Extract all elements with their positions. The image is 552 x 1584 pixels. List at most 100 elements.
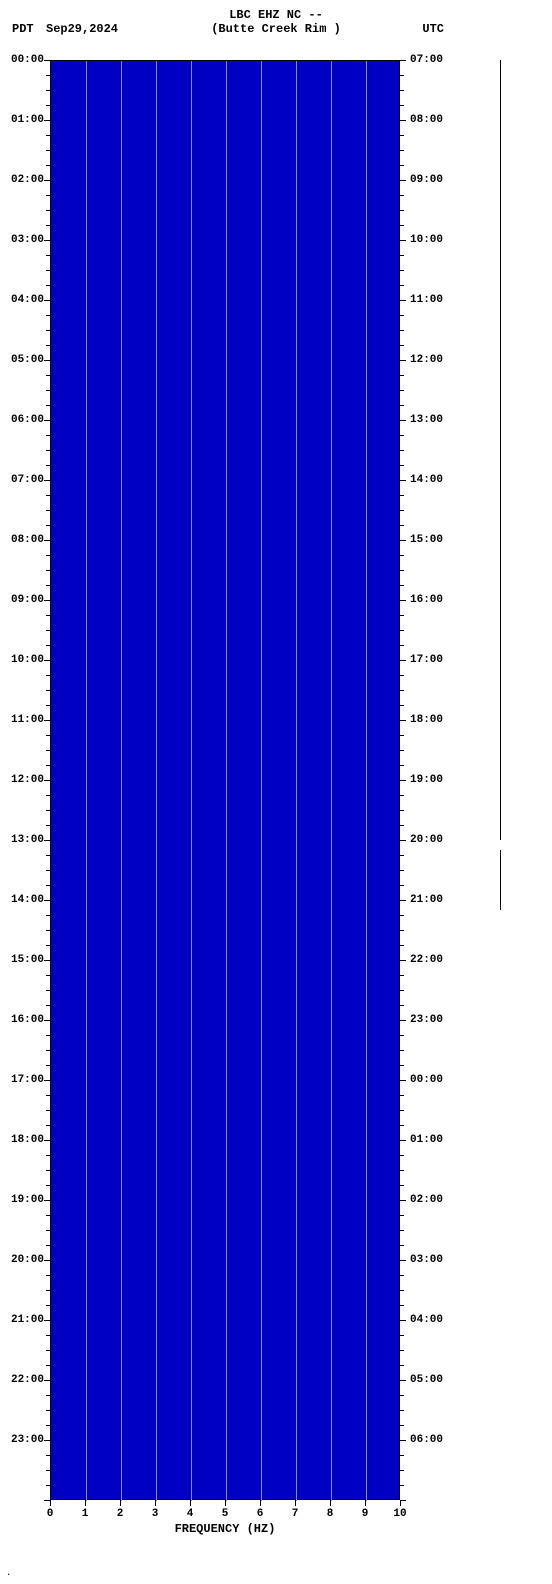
right-tick xyxy=(400,780,406,781)
right-tick xyxy=(400,420,406,421)
x-tick xyxy=(260,1500,261,1506)
right-hour-label: 20:00 xyxy=(410,834,443,846)
right-minor-tick xyxy=(400,1350,404,1351)
right-minor-tick xyxy=(400,750,404,751)
x-tick-label: 1 xyxy=(82,1508,89,1520)
left-tick xyxy=(44,1500,50,1501)
right-hour-label: 11:00 xyxy=(410,294,443,306)
left-tick xyxy=(44,1200,50,1201)
left-minor-tick xyxy=(46,1395,50,1396)
footnote: . xyxy=(6,1568,11,1578)
left-hour-label: 08:00 xyxy=(0,534,44,546)
right-minor-tick xyxy=(400,615,404,616)
left-minor-tick xyxy=(46,870,50,871)
x-tick-label: 2 xyxy=(117,1508,124,1520)
right-minor-tick xyxy=(400,1395,404,1396)
right-tick xyxy=(400,1080,406,1081)
right-minor-tick xyxy=(400,930,404,931)
left-minor-tick xyxy=(46,75,50,76)
right-minor-tick xyxy=(400,255,404,256)
left-minor-tick xyxy=(46,1095,50,1096)
left-hour-label: 23:00 xyxy=(0,1434,44,1446)
left-minor-tick xyxy=(46,855,50,856)
right-tick xyxy=(400,1380,406,1381)
left-tick xyxy=(44,420,50,421)
left-minor-tick xyxy=(46,1035,50,1036)
left-minor-tick xyxy=(46,1170,50,1171)
right-hour-label: 18:00 xyxy=(410,714,443,726)
left-minor-tick xyxy=(46,255,50,256)
right-tick xyxy=(400,1320,406,1321)
x-tick-label: 4 xyxy=(187,1508,194,1520)
left-minor-tick xyxy=(46,1005,50,1006)
left-minor-tick xyxy=(46,1110,50,1111)
vgrid-line xyxy=(86,61,87,1501)
right-minor-tick xyxy=(400,165,404,166)
right-minor-tick xyxy=(400,1005,404,1006)
right-minor-tick xyxy=(400,585,404,586)
right-hour-label: 01:00 xyxy=(410,1134,443,1146)
right-minor-tick xyxy=(400,1095,404,1096)
right-minor-tick xyxy=(400,945,404,946)
vgrid-line xyxy=(261,61,262,1501)
left-hour-label: 05:00 xyxy=(0,354,44,366)
page: PDT Sep29,2024 LBC EHZ NC -- (Butte Cree… xyxy=(0,0,552,1584)
right-minor-tick xyxy=(400,375,404,376)
station-title-line1: LBC EHZ NC -- xyxy=(0,8,552,22)
right-hour-label: 06:00 xyxy=(410,1434,443,1446)
right-minor-tick xyxy=(400,555,404,556)
right-hour-label: 05:00 xyxy=(410,1374,443,1386)
right-minor-tick xyxy=(400,1185,404,1186)
left-hour-label: 11:00 xyxy=(0,714,44,726)
left-minor-tick xyxy=(46,330,50,331)
left-minor-tick xyxy=(46,525,50,526)
left-minor-tick xyxy=(46,1155,50,1156)
right-hour-label: 21:00 xyxy=(410,894,443,906)
left-minor-tick xyxy=(46,165,50,166)
x-tick-label: 3 xyxy=(152,1508,159,1520)
right-tick xyxy=(400,840,406,841)
left-hour-label: 14:00 xyxy=(0,894,44,906)
x-tick xyxy=(295,1500,296,1506)
left-hour-label: 04:00 xyxy=(0,294,44,306)
left-tick xyxy=(44,180,50,181)
right-tick xyxy=(400,600,406,601)
right-minor-tick xyxy=(400,1065,404,1066)
right-minor-tick xyxy=(400,825,404,826)
right-tick xyxy=(400,180,406,181)
station-title-line2: (Butte Creek Rim ) xyxy=(0,22,552,36)
x-tick xyxy=(155,1500,156,1506)
right-minor-tick xyxy=(400,390,404,391)
right-tick xyxy=(400,1500,406,1501)
left-minor-tick xyxy=(46,795,50,796)
right-hour-label: 03:00 xyxy=(410,1254,443,1266)
right-hour-label: 22:00 xyxy=(410,954,443,966)
left-minor-tick xyxy=(46,1335,50,1336)
right-minor-tick xyxy=(400,630,404,631)
right-minor-tick xyxy=(400,525,404,526)
left-minor-tick xyxy=(46,270,50,271)
right-minor-tick xyxy=(400,225,404,226)
left-minor-tick xyxy=(46,1410,50,1411)
right-minor-tick xyxy=(400,135,404,136)
left-tick xyxy=(44,60,50,61)
vgrid-line xyxy=(296,61,297,1501)
left-minor-tick xyxy=(46,1050,50,1051)
left-tick xyxy=(44,780,50,781)
left-minor-tick xyxy=(46,675,50,676)
left-hour-label: 17:00 xyxy=(0,1074,44,1086)
left-minor-tick xyxy=(46,990,50,991)
right-minor-tick xyxy=(400,1125,404,1126)
right-hour-label: 15:00 xyxy=(410,534,443,546)
left-minor-tick xyxy=(46,1230,50,1231)
right-hour-label: 00:00 xyxy=(410,1074,443,1086)
vgrid-line xyxy=(366,61,367,1501)
plot-area xyxy=(50,60,400,1500)
left-minor-tick xyxy=(46,735,50,736)
left-minor-tick xyxy=(46,885,50,886)
right-minor-tick xyxy=(400,1230,404,1231)
left-minor-tick xyxy=(46,555,50,556)
spectrogram-plot: 01234567891000:0007:0001:0008:0002:0009:… xyxy=(50,60,400,1500)
left-minor-tick xyxy=(46,1365,50,1366)
left-hour-label: 01:00 xyxy=(0,114,44,126)
